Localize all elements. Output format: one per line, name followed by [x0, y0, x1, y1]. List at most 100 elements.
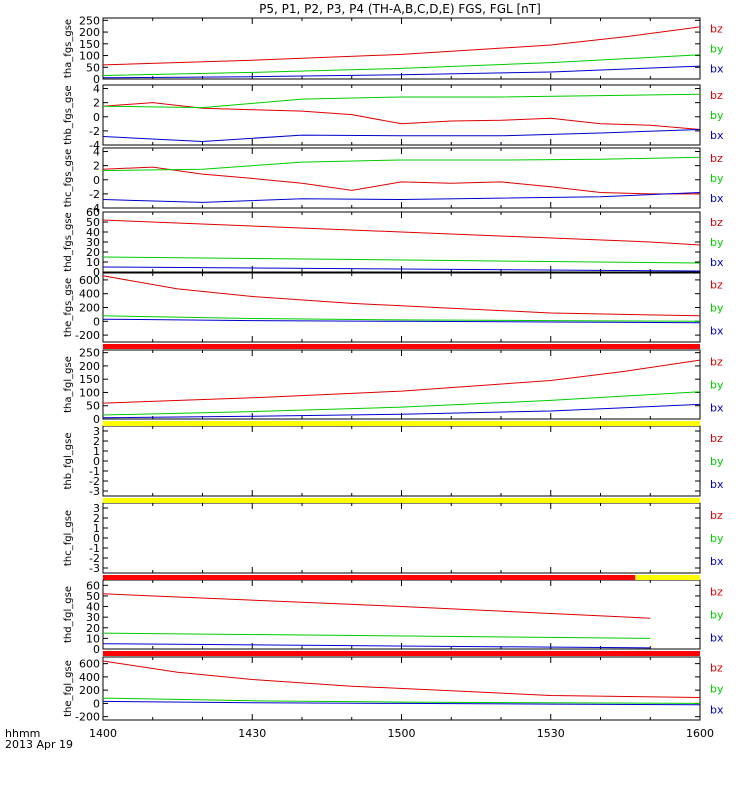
legend-bx: bx	[710, 555, 724, 568]
series-line-by	[102, 156, 701, 172]
series-line-by	[102, 632, 651, 639]
y-tick-label: 400	[79, 671, 100, 684]
legend-by: by	[710, 236, 724, 249]
status-bar-red	[103, 651, 700, 656]
x-tick-label: 1430	[238, 727, 266, 740]
y-tick-label: -3	[89, 485, 100, 498]
y-tick-label: -2	[89, 552, 100, 565]
panel-frame	[102, 502, 701, 574]
series-line-by	[102, 697, 701, 704]
legend-bz: bz	[710, 356, 723, 369]
y-tick-label: 1	[93, 522, 100, 535]
y-tick-label: 150	[79, 373, 100, 386]
y-tick-label: -2	[89, 125, 100, 138]
x-tick-label: 1600	[686, 727, 714, 740]
series-line-bx	[102, 403, 701, 419]
series-line-bz	[102, 359, 701, 404]
series-line-bz	[102, 593, 651, 619]
series-line-bx	[102, 65, 701, 79]
y-tick-label: -200	[75, 329, 100, 342]
y-tick-label: 100	[79, 386, 100, 399]
series-line-bz	[102, 275, 701, 317]
legend-bx: bx	[710, 324, 724, 337]
y-tick-label: 0	[93, 532, 100, 545]
y-tick-label: 2	[93, 512, 100, 525]
y-tick-label: 0	[93, 413, 100, 426]
y-tick-label: 0	[93, 174, 100, 187]
panel-frame	[102, 272, 701, 343]
x-axis-label-hhmm: hhmm	[5, 727, 40, 740]
legend-by: by	[710, 609, 724, 622]
legend-bx: bx	[710, 256, 724, 269]
panel-ylabel: thc_fgl_gse	[63, 510, 74, 566]
y-tick-label: 2	[93, 160, 100, 173]
y-tick-label: 600	[79, 658, 100, 671]
y-tick-label: 20	[86, 622, 100, 635]
y-tick-label: 40	[86, 226, 100, 239]
y-tick-label: 250	[79, 14, 100, 27]
y-tick-label: 50	[86, 61, 100, 74]
legend-bx: bx	[710, 192, 724, 205]
y-tick-label: -1	[89, 542, 100, 555]
y-tick-label: -3	[89, 562, 100, 575]
y-tick-label: 3	[93, 502, 100, 515]
legend-bz: bz	[710, 509, 723, 522]
y-tick-label: 600	[79, 274, 100, 287]
y-tick-label: -4	[89, 202, 100, 215]
legend-bx: bx	[710, 478, 724, 491]
legend-by: by	[710, 109, 724, 122]
series-line-bz	[102, 166, 700, 195]
y-tick-label: -2	[89, 188, 100, 201]
x-tick-label: 1530	[537, 727, 565, 740]
legend-bz: bz	[710, 279, 723, 292]
panel-ylabel: thb_fgs_gse	[63, 85, 74, 144]
legend-bx: bx	[710, 401, 724, 414]
y-tick-label: 60	[86, 579, 100, 592]
panel-frame	[102, 425, 701, 497]
legend-by: by	[710, 302, 724, 315]
panel-ylabel: thd_fgl_gse	[63, 586, 74, 643]
y-tick-label: 10	[86, 256, 100, 269]
status-bar-yellow	[103, 498, 700, 503]
y-tick-label: 0	[93, 643, 100, 656]
y-tick-label: 100	[79, 50, 100, 63]
status-bar-red	[103, 575, 636, 580]
y-tick-label: 1	[93, 445, 100, 458]
panel-frame	[102, 211, 701, 273]
x-tick-label: 1400	[89, 727, 117, 740]
series-line-bx	[102, 129, 701, 143]
status-bar-red	[103, 344, 700, 349]
y-tick-label: 0	[93, 266, 100, 279]
y-tick-label: 0	[93, 73, 100, 86]
legend-bx: bx	[710, 631, 724, 644]
legend-bz: bz	[710, 586, 723, 599]
y-tick-label: 10	[86, 632, 100, 645]
y-tick-label: 4	[93, 83, 100, 96]
legend-by: by	[710, 683, 724, 696]
series-line-by	[102, 391, 701, 416]
legend-bx: bx	[710, 129, 724, 142]
y-tick-label: -2	[89, 475, 100, 488]
y-tick-label: 0	[93, 697, 100, 710]
status-bar-yellow	[103, 421, 700, 426]
legend-by: by	[710, 43, 724, 56]
panel-frame	[102, 579, 701, 650]
y-tick-label: 0	[93, 455, 100, 468]
y-tick-label: 0	[93, 315, 100, 328]
y-tick-label: 2	[93, 435, 100, 448]
y-tick-label: 150	[79, 38, 100, 51]
series-line-bz	[102, 26, 701, 66]
panel-ylabel: thd_fgs_gse	[63, 212, 74, 271]
y-tick-label: 2	[93, 97, 100, 110]
y-tick-label: 0	[93, 111, 100, 124]
legend-bz: bz	[710, 216, 723, 229]
series-line-bx	[102, 318, 701, 324]
y-tick-label: -200	[75, 711, 100, 724]
